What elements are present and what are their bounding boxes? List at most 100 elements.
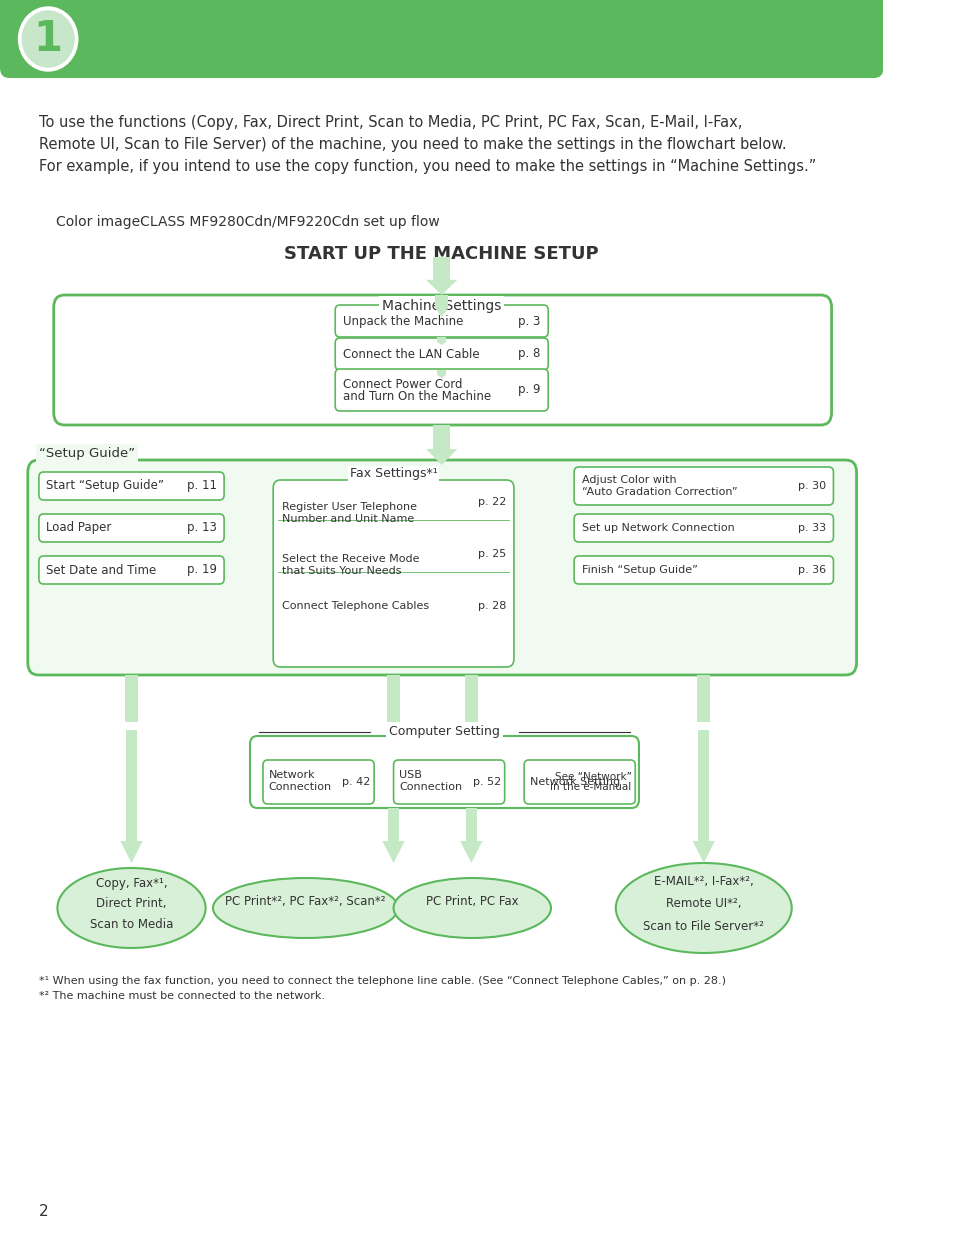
Polygon shape — [426, 280, 457, 295]
Text: p. 13: p. 13 — [187, 521, 216, 535]
Text: p. 22: p. 22 — [477, 496, 506, 508]
Text: p. 9: p. 9 — [517, 384, 540, 396]
Polygon shape — [382, 841, 404, 863]
Text: *¹ When using the fax function, you need to connect the telephone line cable. (S: *¹ When using the fax function, you need… — [39, 976, 725, 986]
Polygon shape — [120, 841, 142, 863]
Text: Connection: Connection — [268, 782, 332, 792]
Text: Direct Print,: Direct Print, — [96, 898, 167, 910]
Text: Connect Power Cord: Connect Power Cord — [342, 378, 461, 391]
Text: Remote UI*²,: Remote UI*², — [665, 897, 740, 910]
FancyBboxPatch shape — [335, 369, 548, 411]
Text: that Suits Your Needs: that Suits Your Needs — [282, 566, 401, 576]
Polygon shape — [435, 309, 448, 317]
Text: E-MAIL*², I-Fax*²,: E-MAIL*², I-Fax*², — [653, 874, 753, 888]
Ellipse shape — [615, 863, 791, 953]
Text: p. 36: p. 36 — [797, 564, 825, 576]
Text: p. 11: p. 11 — [187, 479, 216, 493]
Text: Scan to Media: Scan to Media — [90, 918, 173, 930]
FancyBboxPatch shape — [0, 0, 882, 78]
FancyBboxPatch shape — [394, 760, 504, 804]
Bar — [125, 676, 138, 722]
Text: p. 19: p. 19 — [187, 563, 216, 577]
Text: *² The machine must be connected to the network.: *² The machine must be connected to the … — [39, 990, 325, 1002]
Text: Network: Network — [268, 769, 314, 781]
Text: Select the Receive Mode: Select the Receive Mode — [282, 555, 419, 564]
FancyBboxPatch shape — [53, 295, 831, 425]
Text: p. 30: p. 30 — [797, 480, 825, 492]
Polygon shape — [426, 450, 457, 466]
FancyBboxPatch shape — [335, 338, 548, 370]
Text: Computer Setting: Computer Setting — [389, 725, 499, 739]
Text: Color imageCLASS MF9280Cdn/MF9220Cdn set up flow: Color imageCLASS MF9280Cdn/MF9220Cdn set… — [55, 215, 438, 228]
Bar — [0, 0, 882, 40]
Text: Set Date and Time: Set Date and Time — [47, 563, 156, 577]
Polygon shape — [465, 808, 476, 841]
Polygon shape — [436, 370, 446, 374]
Text: Finish “Setup Guide”: Finish “Setup Guide” — [581, 564, 697, 576]
Text: in the e-Manual: in the e-Manual — [550, 782, 631, 792]
Text: USB: USB — [398, 769, 421, 781]
Polygon shape — [698, 730, 709, 841]
Polygon shape — [436, 337, 446, 342]
FancyBboxPatch shape — [523, 760, 635, 804]
Polygon shape — [126, 730, 137, 841]
Bar — [697, 676, 710, 722]
Text: Fax Settings*¹: Fax Settings*¹ — [350, 467, 437, 480]
Text: Connection: Connection — [398, 782, 462, 792]
Text: Unpack the Machine: Unpack the Machine — [342, 315, 462, 327]
FancyBboxPatch shape — [263, 760, 374, 804]
Text: p. 8: p. 8 — [517, 347, 540, 361]
Bar — [464, 676, 477, 722]
Polygon shape — [459, 841, 482, 863]
FancyBboxPatch shape — [574, 556, 833, 584]
Text: p. 52: p. 52 — [473, 777, 500, 787]
Text: p. 25: p. 25 — [477, 550, 506, 559]
Text: Register User Telephone: Register User Telephone — [282, 501, 417, 513]
Text: Set Up the Machine to Suit Your Purposes: Set Up the Machine to Suit Your Purposes — [88, 25, 805, 53]
Text: START UP THE MACHINE SETUP: START UP THE MACHINE SETUP — [284, 245, 598, 263]
Polygon shape — [436, 342, 446, 345]
FancyBboxPatch shape — [250, 736, 639, 808]
Text: “Auto Gradation Correction”: “Auto Gradation Correction” — [581, 487, 737, 496]
FancyBboxPatch shape — [28, 459, 856, 676]
Text: p. 3: p. 3 — [517, 315, 540, 327]
Ellipse shape — [57, 868, 205, 948]
Text: Adjust Color with: Adjust Color with — [581, 475, 676, 485]
Text: p. 33: p. 33 — [797, 522, 825, 534]
FancyBboxPatch shape — [39, 472, 224, 500]
Text: Scan to File Server*²: Scan to File Server*² — [642, 920, 763, 932]
FancyBboxPatch shape — [39, 514, 224, 542]
Text: PC Print*², PC Fax*², Scan*²: PC Print*², PC Fax*², Scan*² — [225, 895, 385, 909]
Text: Machine Settings: Machine Settings — [381, 299, 501, 312]
Text: 2: 2 — [39, 1204, 49, 1219]
Text: Number and Unit Name: Number and Unit Name — [282, 514, 415, 524]
Text: p. 42: p. 42 — [342, 777, 370, 787]
Polygon shape — [433, 257, 450, 280]
Text: and Turn On the Machine: and Turn On the Machine — [342, 390, 490, 404]
Text: PC Print, PC Fax: PC Print, PC Fax — [425, 895, 518, 909]
Text: p. 28: p. 28 — [477, 601, 506, 611]
Text: Load Paper: Load Paper — [47, 521, 112, 535]
Text: Set up Network Connection: Set up Network Connection — [581, 522, 734, 534]
FancyBboxPatch shape — [273, 480, 514, 667]
Bar — [387, 676, 399, 722]
Text: To use the functions (Copy, Fax, Direct Print, Scan to Media, PC Print, PC Fax, : To use the functions (Copy, Fax, Direct … — [39, 115, 816, 174]
FancyBboxPatch shape — [574, 467, 833, 505]
Ellipse shape — [394, 878, 551, 939]
Polygon shape — [436, 374, 446, 378]
Polygon shape — [388, 808, 398, 841]
Text: Connect the LAN Cable: Connect the LAN Cable — [342, 347, 478, 361]
Text: Start “Setup Guide”: Start “Setup Guide” — [47, 479, 164, 493]
Polygon shape — [692, 841, 714, 863]
Text: Network Setting: Network Setting — [529, 777, 619, 787]
Text: Copy, Fax*¹,: Copy, Fax*¹, — [95, 878, 167, 890]
Circle shape — [22, 11, 74, 67]
FancyBboxPatch shape — [335, 305, 548, 337]
Text: See “Network”: See “Network” — [554, 772, 631, 782]
Circle shape — [18, 7, 78, 70]
FancyBboxPatch shape — [39, 556, 224, 584]
Text: Connect Telephone Cables: Connect Telephone Cables — [282, 601, 429, 611]
Ellipse shape — [213, 878, 397, 939]
FancyBboxPatch shape — [574, 514, 833, 542]
Text: “Setup Guide”: “Setup Guide” — [39, 447, 135, 459]
